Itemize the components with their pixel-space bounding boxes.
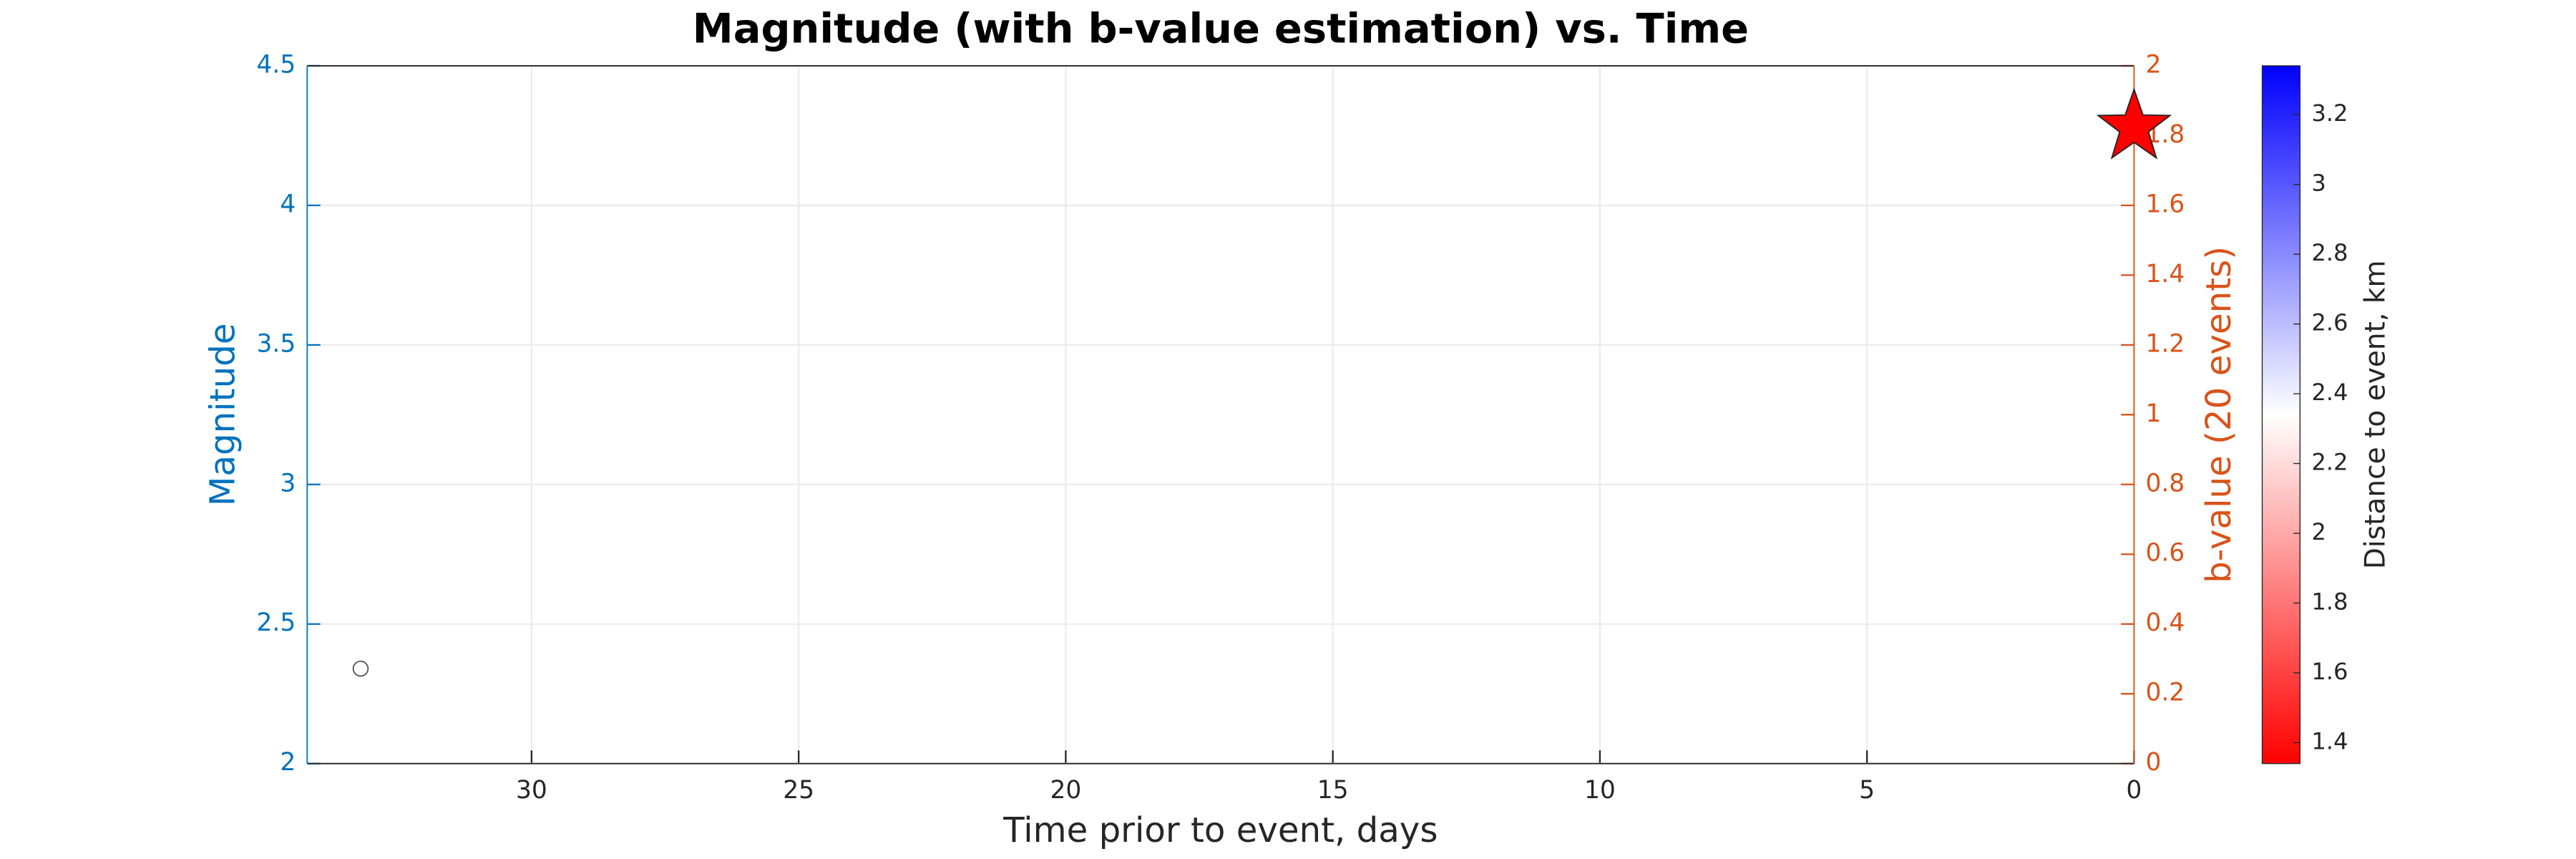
y2-tick-label: 0 [2145,748,2161,777]
y-tick-label: 2.5 [257,608,296,637]
x-tick-label: 20 [1050,776,1081,805]
y2-tick-label: 1.4 [2145,260,2185,288]
y2-tick-label: 0.4 [2145,608,2185,637]
colorbar-tick-label: 2.2 [2311,449,2348,476]
y2-tick-label: 1.6 [2145,190,2185,218]
y-tick-label: 3 [280,469,296,498]
colorbar-label: Distance to event, km [2360,260,2392,569]
y-tick-label: 3.5 [257,329,296,358]
point [352,660,369,677]
colorbar-tick-label: 1.4 [2311,727,2348,754]
x-tick-label: 5 [1859,776,1875,805]
y2-tick-label: 1.2 [2145,329,2185,358]
y-axis-label: Magnitude [203,323,243,506]
x-tick-label: 15 [1317,776,1349,805]
colorbar-tick-label: 2.4 [2311,379,2348,406]
y-tick-label: 4 [280,190,296,218]
y-tick-label: 4.5 [257,50,296,79]
colorbar-tick-label: 3 [2311,170,2326,197]
colorbar-tick-label: 1.8 [2311,588,2348,615]
chart-title: Magnitude (with b-value estimation) vs. … [693,4,1749,52]
x-tick-label: 30 [516,776,547,805]
colorbar-tick-label: 2 [2311,518,2326,545]
y2-tick-label: 2 [2145,50,2161,79]
star-marker [2096,87,2172,160]
colorbar-tick-label: 2.6 [2311,309,2348,336]
colorbar-tick-label: 2.8 [2311,239,2348,266]
y-tick-label: 2 [280,748,296,777]
x-tick-label: 10 [1584,776,1616,805]
colorbar [2261,65,2301,765]
y2-tick-label: 0.2 [2145,679,2185,707]
x-tick-label: 25 [783,776,814,805]
y2-tick-label: 1 [2145,399,2161,428]
colorbar-tick-label: 3.2 [2311,100,2348,127]
y2-tick-label: 0.8 [2145,469,2185,498]
y2-axis-label: b-value (20 events) [2199,246,2239,583]
x-axis-label: Time prior to event, days [1002,810,1438,850]
colorbar-tick-label: 1.6 [2311,658,2348,685]
x-tick-label: 0 [2126,776,2142,805]
y2-tick-label: 0.6 [2145,539,2185,568]
